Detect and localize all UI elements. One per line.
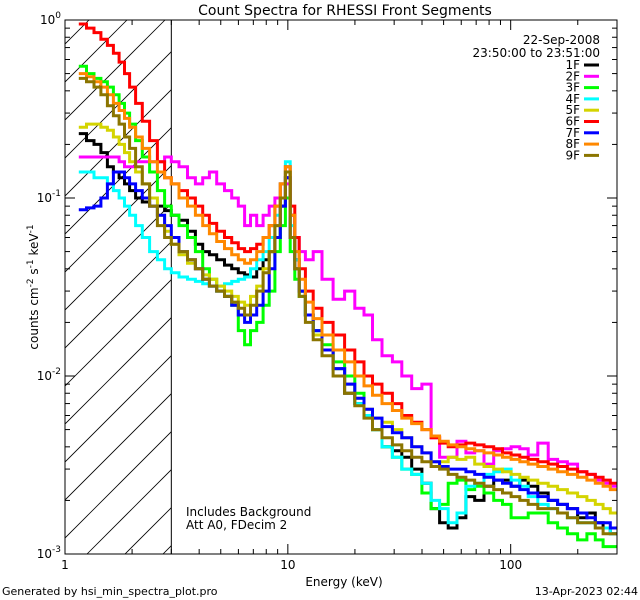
footer-generated-by: Generated by hsi_min_spectra_plot.pro [2, 585, 218, 598]
series-line-9F [78, 76, 617, 536]
y-tick-label: 10-3 [37, 545, 61, 561]
legend-label-7F: 7F [565, 126, 580, 140]
legend-label-4F: 4F [565, 92, 580, 106]
series-line-3F [78, 64, 617, 549]
y-label-unit: keV [27, 233, 41, 260]
hatch-line [0, 20, 13, 554]
x-tick-labels: 1 10 100 [61, 558, 522, 572]
series-line-1F [78, 132, 617, 536]
y-label-base: counts cm [27, 287, 41, 349]
legend-label-3F: 3F [565, 81, 580, 95]
hatch-line [86, 469, 172, 554]
hatch-line [65, 20, 166, 121]
y-tick-base: 10 [37, 547, 52, 561]
y-tick-exp: -2 [52, 367, 61, 377]
y-label-exp3: -1 [26, 224, 36, 233]
hatch-line [65, 317, 172, 425]
hatch-lines [0, 20, 640, 554]
footer-timestamp: 13-Apr-2023 02:44 [535, 585, 638, 598]
x-tick-label: 10 [280, 558, 295, 572]
hatch-line [65, 241, 172, 349]
y-tick-base: 10 [37, 191, 52, 205]
series-layer [78, 22, 617, 549]
legend-label-6F: 6F [565, 115, 580, 129]
y-tick-exp: 0 [55, 11, 61, 21]
y-tick-label: 10-1 [37, 189, 61, 205]
hatched-region [0, 20, 640, 554]
annotation-background: Includes Background [186, 505, 311, 519]
time-range-label: 23:50:00 to 23:51:00 [473, 46, 600, 60]
legend-label-2F: 2F [565, 69, 580, 83]
y-tick-exp: -3 [52, 545, 61, 555]
hatch-line [429, 20, 640, 554]
annotation-attenuator: Att A0, FDecim 2 [186, 518, 287, 532]
axis-ticks [64, 19, 618, 555]
y-tick-label: 100 [40, 11, 61, 27]
plot-frame [64, 19, 618, 555]
y-axis-label: counts cm-2 s-1 keV-1 [26, 224, 41, 349]
legend-label-5F: 5F [565, 103, 580, 117]
date-label: 22-Sep-2008 [523, 33, 600, 47]
y-tick-base: 10 [37, 369, 52, 383]
hatch-line [65, 89, 172, 197]
hatch-line [65, 431, 172, 539]
hatch-line [65, 393, 172, 501]
y-label-mid: s [27, 268, 41, 278]
series-line-4F [78, 160, 617, 536]
hatch-line [619, 20, 640, 554]
legend-label-1F: 1F [565, 58, 580, 72]
y-tick-label: 10-2 [37, 367, 61, 383]
y-label-exp1: -2 [26, 278, 36, 287]
legend-label-9F: 9F [565, 148, 580, 162]
y-tick-base: 10 [40, 13, 55, 27]
hatch-line [65, 203, 172, 311]
hatch-line [65, 127, 172, 235]
x-axis-label: Energy (keV) [305, 575, 382, 589]
hatch-line [65, 355, 172, 463]
legend-label-8F: 8F [565, 137, 580, 151]
series-line-8F [78, 72, 617, 492]
series-line-6F [78, 22, 617, 485]
series-line-2F [78, 155, 617, 488]
x-tick-label: 1 [61, 558, 69, 572]
chart-title: Count Spectra for RHESSI Front Segments [198, 3, 492, 19]
hatch-line [65, 20, 90, 45]
y-label-exp2: -1 [26, 259, 36, 268]
hatch-line [65, 279, 172, 387]
x-tick-label: 100 [499, 558, 522, 572]
hatch-line [124, 507, 172, 554]
y-tick-exp: -1 [52, 189, 61, 199]
